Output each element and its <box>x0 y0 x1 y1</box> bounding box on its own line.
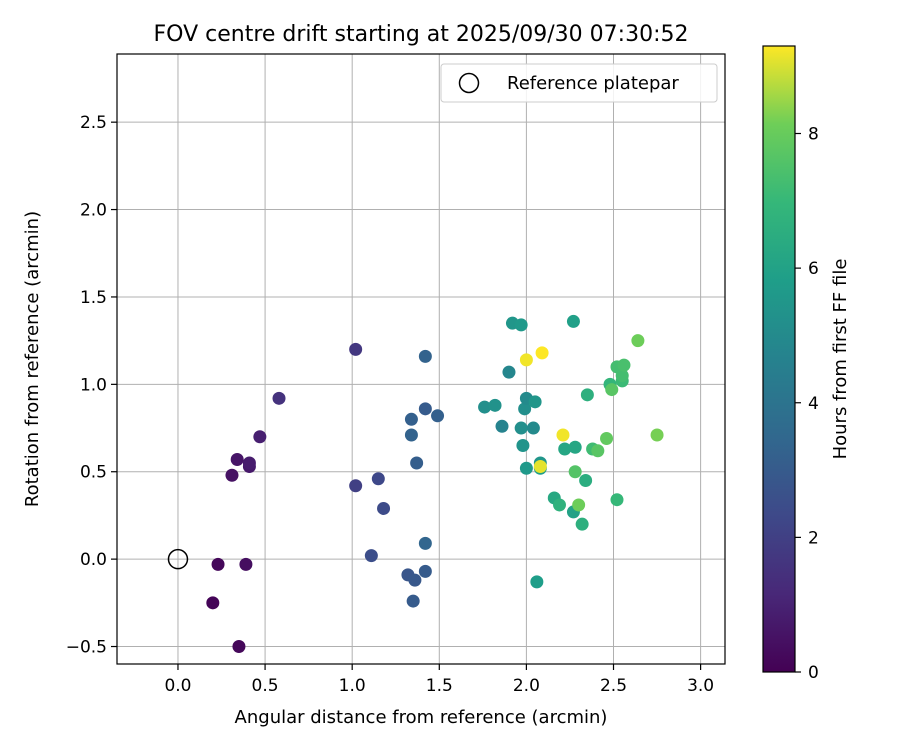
data-point <box>418 536 432 550</box>
data-point <box>225 468 239 482</box>
data-point <box>272 391 286 405</box>
data-point <box>514 318 528 332</box>
colorbar-gradient <box>762 45 796 673</box>
x-tick-label: 1.0 <box>339 676 366 696</box>
data-point <box>615 369 629 383</box>
data-point <box>591 444 605 458</box>
y-tick-label: 2.5 <box>80 113 107 133</box>
colorbar-tick-label: 0 <box>808 663 819 683</box>
data-point <box>552 498 566 512</box>
colorbar-tick-label: 6 <box>808 259 819 279</box>
data-point <box>556 428 570 442</box>
data-point <box>404 428 418 442</box>
x-tick-label: 1.5 <box>426 676 453 696</box>
data-point <box>349 342 363 356</box>
data-point <box>600 432 614 446</box>
colorbar-tick-label: 4 <box>808 394 819 414</box>
y-tick-label: 2.0 <box>80 201 107 221</box>
y-tick-label: −0.5 <box>66 638 107 658</box>
data-point <box>410 456 424 470</box>
data-point <box>211 557 225 571</box>
data-point <box>514 421 528 435</box>
data-point <box>558 442 572 456</box>
data-point <box>406 594 420 608</box>
y-axis-label: Rotation from reference (arcmin) <box>22 211 43 507</box>
x-tick-label: 0.5 <box>252 676 279 696</box>
y-tick-label: 0.5 <box>80 463 107 483</box>
data-point <box>431 409 445 423</box>
data-point <box>516 439 530 453</box>
data-point <box>526 421 540 435</box>
data-point <box>535 346 549 360</box>
x-axis-ticks: 0.0 0.5 1.0 1.5 2.0 2.5 3.0 <box>164 664 714 696</box>
reference-layer <box>167 548 189 570</box>
x-axis-label: Angular distance from reference (arcmin) <box>235 707 608 728</box>
data-point <box>568 465 582 479</box>
data-point <box>568 440 582 454</box>
colorbar-tick-label: 8 <box>808 125 819 145</box>
data-point <box>349 479 363 493</box>
x-tick-label: 0.0 <box>164 676 191 696</box>
y-tick-label: 0.0 <box>80 550 107 570</box>
y-tick-label: 1.5 <box>80 288 107 308</box>
x-tick-label: 2.5 <box>600 676 627 696</box>
colorbar-label: Hours from first FF file <box>830 259 851 460</box>
plot-frame <box>116 53 726 665</box>
data-point <box>502 365 516 379</box>
data-point <box>572 498 586 512</box>
data-point <box>605 383 619 397</box>
data-point <box>530 575 544 589</box>
reference-platepar-marker <box>167 548 189 570</box>
data-point <box>575 517 589 531</box>
data-point <box>478 400 492 414</box>
x-tick-label: 2.0 <box>513 676 540 696</box>
data-point <box>566 314 580 328</box>
data-point <box>518 402 532 416</box>
y-tick-label: 1.0 <box>80 375 107 395</box>
y-axis-ticks: −0.5 0.0 0.5 1.0 1.5 2.0 2.5 <box>66 113 117 658</box>
data-point <box>617 358 631 372</box>
colorbar: 0 2 4 6 8 Hours from first FF file <box>762 45 851 683</box>
legend-open-circle-marker <box>458 72 480 94</box>
legend-entry-label: Reference platepar <box>507 73 679 94</box>
data-point <box>206 596 220 610</box>
data-point <box>371 472 385 486</box>
data-point <box>519 461 533 475</box>
data-point <box>519 353 533 367</box>
data-points <box>206 314 664 654</box>
data-point <box>253 430 267 444</box>
data-point <box>377 501 391 515</box>
data-point <box>580 388 594 402</box>
data-point <box>232 640 246 654</box>
legend-box <box>440 63 718 103</box>
data-point <box>579 473 593 487</box>
colorbar-ticks: 0 2 4 6 8 <box>795 125 819 683</box>
data-point <box>242 456 256 470</box>
data-point <box>533 459 547 473</box>
data-point <box>418 349 432 363</box>
data-point <box>631 334 645 348</box>
data-point <box>404 412 418 426</box>
data-point <box>650 428 664 442</box>
data-point <box>408 573 422 587</box>
chart-title: FOV centre drift starting at 2025/09/30 … <box>154 22 689 47</box>
data-point <box>495 419 509 433</box>
x-tick-label: 3.0 <box>687 676 714 696</box>
data-point <box>610 493 624 507</box>
data-point <box>230 453 244 467</box>
colorbar-tick-label: 2 <box>808 528 819 548</box>
data-point <box>418 402 432 416</box>
data-point <box>418 564 432 578</box>
data-point <box>528 395 542 409</box>
data-point <box>488 398 502 412</box>
legend: Reference platepar <box>440 63 718 103</box>
data-point <box>239 557 253 571</box>
data-point <box>364 549 378 563</box>
